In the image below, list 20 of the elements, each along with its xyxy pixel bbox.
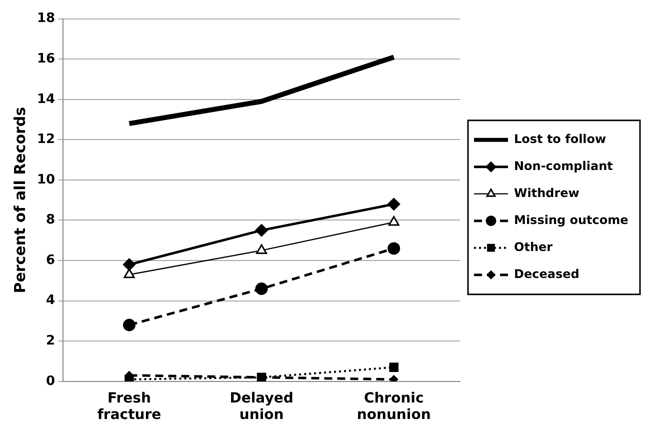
y-tick-label: 0 bbox=[46, 374, 56, 389]
legend-label: Missing outcome bbox=[514, 212, 628, 227]
y-tick-label: 14 bbox=[36, 92, 56, 107]
legend-label: Withdrew bbox=[514, 186, 580, 200]
y-axis-title: Percent of all Records bbox=[10, 106, 29, 294]
y-tick-label: 2 bbox=[46, 333, 56, 348]
y-tick-label: 16 bbox=[36, 51, 56, 66]
y-tick-label: 6 bbox=[46, 252, 56, 268]
y-tick-label: 8 bbox=[46, 212, 56, 228]
y-tick-label: 12 bbox=[36, 132, 56, 148]
legend-label: Deceased bbox=[514, 266, 580, 281]
y-tick-label: 4 bbox=[46, 293, 56, 308]
x-tick-label: Chronic nonunion bbox=[356, 390, 431, 424]
x-tick-label: Fresh fracture bbox=[97, 390, 162, 424]
x-tick-label: Delayed union bbox=[230, 390, 294, 424]
legend-label: Non-compliant bbox=[514, 158, 614, 173]
y-tick-label: 10 bbox=[36, 172, 56, 188]
legend-label: Other bbox=[514, 240, 553, 254]
y-tick-label: 18 bbox=[36, 11, 56, 26]
legend-label: Lost to follow bbox=[514, 132, 606, 146]
